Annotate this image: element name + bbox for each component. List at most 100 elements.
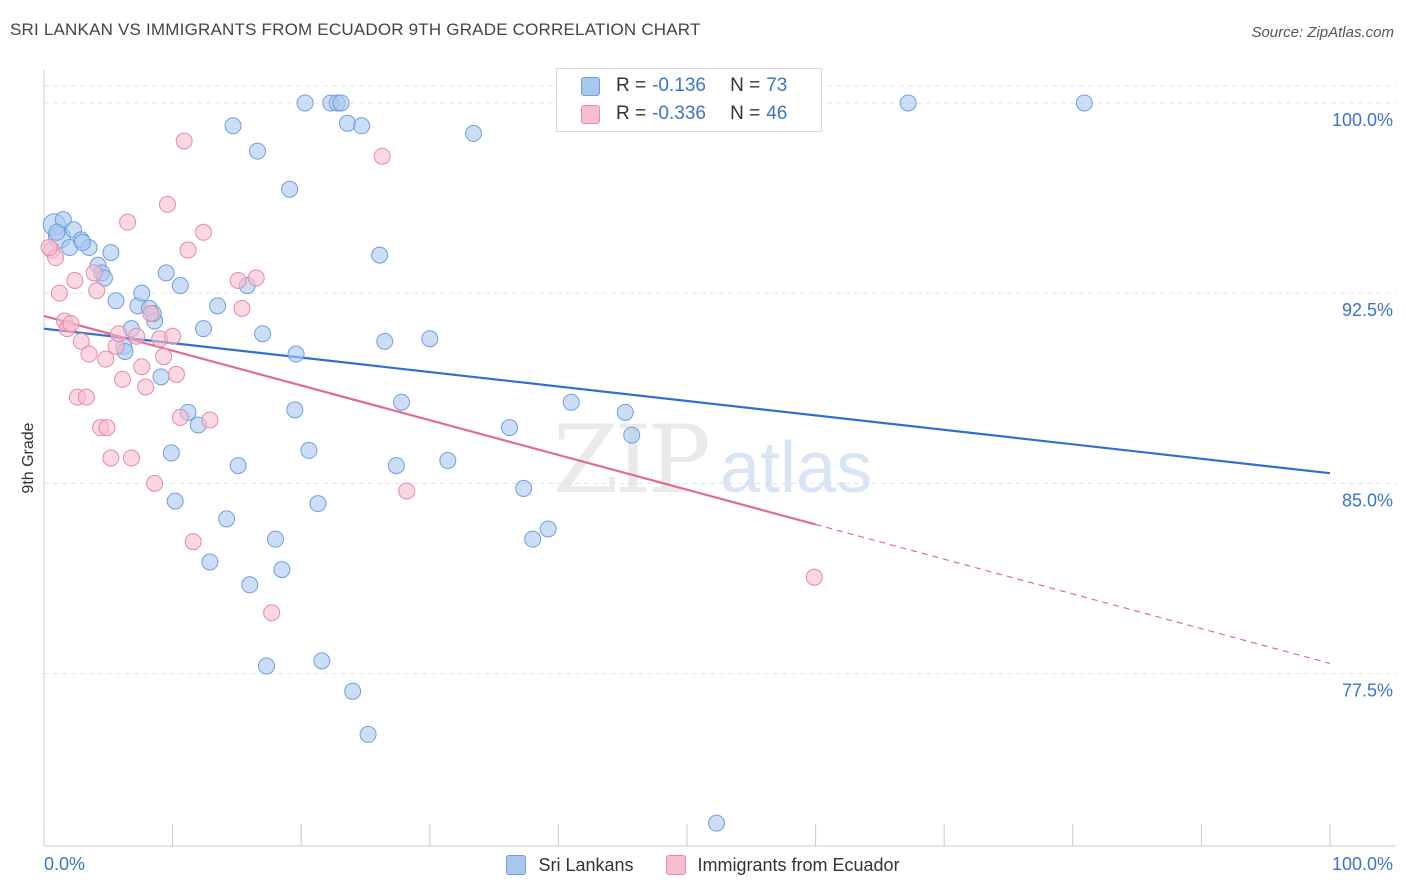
r-value: -0.336	[652, 103, 706, 124]
sri-lankan-point	[300, 441, 318, 459]
ecuador-point	[175, 132, 193, 150]
n-label: N =	[730, 103, 761, 124]
legend-swatch-blue	[506, 855, 527, 875]
ecuador-point	[142, 304, 160, 322]
n-value: 46	[766, 103, 788, 124]
sri-lankan-point	[171, 277, 189, 295]
sri-lankan-point	[229, 457, 247, 475]
r-value: -0.136	[652, 75, 706, 96]
y-tick-label: 100.0%	[1332, 110, 1393, 130]
legend-swatch-pink	[665, 855, 686, 875]
ecuador-point	[155, 348, 173, 366]
sri-lankan-point	[393, 393, 411, 411]
ecuador-point	[398, 482, 416, 500]
ecuador-point	[122, 449, 140, 467]
trend-lines	[43, 314, 1331, 664]
series-legend: Sri Lankans Immigrants from Ecuador	[0, 852, 1406, 878]
ecuador-point	[119, 213, 137, 231]
ecuador-point	[77, 388, 95, 406]
chart-title: SRI LANKAN VS IMMIGRANTS FROM ECUADOR 9T…	[10, 20, 701, 39]
sri-lankan-point	[616, 403, 634, 421]
sri-lankan-point	[286, 401, 304, 419]
n-label: N =	[730, 75, 761, 96]
watermark: ZIP atlas	[553, 406, 872, 515]
ecuador-point	[50, 284, 68, 302]
sri-lankan-point	[387, 457, 405, 475]
axes: 9th Grade	[20, 70, 1396, 847]
sri-lankan-point	[266, 530, 284, 548]
sri-lankan-point	[359, 725, 377, 743]
sri-lankan-point	[515, 479, 533, 497]
y-tick-label: 85.0%	[1342, 490, 1393, 510]
sri-lankan-point	[344, 682, 362, 700]
trend-line-solid	[43, 314, 816, 526]
legend-item-sri-lankans[interactable]: Sri Lankans	[506, 854, 634, 876]
sri-lankan-point	[623, 426, 641, 444]
x-tick-label: 100.0%	[1332, 854, 1393, 874]
sri-lankan-point	[353, 117, 371, 135]
ecuador-point	[97, 350, 115, 368]
ecuador-point	[85, 264, 103, 282]
sri-lankan-point	[74, 233, 92, 251]
ecuador-point	[102, 449, 120, 467]
ecuador-point	[233, 299, 251, 317]
sri-lankan-point	[166, 492, 184, 510]
ecuador-point	[229, 271, 247, 289]
ecuador-point	[164, 327, 182, 345]
sri-lankan-point	[273, 561, 291, 579]
sri-lankan-point	[248, 142, 266, 160]
ecuador-point	[128, 327, 146, 345]
ecuador-point	[146, 474, 164, 492]
sri-lankan-point	[102, 244, 120, 262]
ecuador-point	[72, 332, 90, 350]
legend-swatch-pink	[581, 104, 600, 124]
ecuador-point	[805, 568, 823, 586]
legend-swatch-blue	[581, 76, 600, 96]
stats-legend: R = -0.136 N = 73 R = -0.336 N = 46	[556, 68, 822, 132]
stats-legend-row-ecuador: R = -0.336 N = 46	[581, 101, 787, 127]
sri-lankan-point	[257, 657, 275, 675]
ecuador-point	[110, 325, 128, 343]
ecuador-point	[247, 269, 265, 287]
source-label: Source: ZipAtlas.com	[1251, 24, 1394, 41]
sri-lankan-point	[562, 393, 580, 411]
sri-lankan-point	[157, 264, 175, 282]
legend-item-ecuador[interactable]: Immigrants from Ecuador	[665, 854, 900, 876]
sri-lankan-point	[371, 246, 389, 264]
ecuador-point	[167, 365, 185, 383]
sri-lankan-point	[218, 510, 236, 528]
sri-lankan-point	[194, 320, 212, 338]
sri-lankan-point	[332, 94, 350, 112]
legend-label: Immigrants from Ecuador	[697, 854, 900, 875]
ecuador-point	[201, 411, 219, 429]
sri-lankan-point	[224, 117, 242, 135]
sri-lankan-point	[439, 452, 457, 470]
trend-line-solid	[43, 327, 1331, 475]
sri-lankan-point	[1075, 94, 1093, 112]
sri-lankan-point	[899, 94, 917, 112]
sri-lankan-point	[162, 444, 180, 462]
sri-lankan-point	[539, 520, 557, 538]
sri-lankan-point	[309, 495, 327, 513]
ecuador-point	[373, 147, 391, 165]
legend-label: Sri Lankans	[538, 854, 634, 875]
sri-lankan-point	[465, 124, 483, 142]
watermark-atlas: atlas	[720, 428, 872, 508]
ecuador-point	[133, 358, 151, 376]
sri-lankan-point	[152, 368, 170, 386]
ecuador-point	[171, 408, 189, 426]
ecuador-point	[80, 345, 98, 363]
ecuador-point	[137, 378, 155, 396]
r-label: R =	[616, 75, 647, 96]
sri-lankan-point	[107, 292, 125, 310]
y-tick-label: 92.5%	[1342, 300, 1393, 320]
stats-legend-row-sri-lankans: R = -0.136 N = 73	[581, 73, 787, 99]
sri-lankan-point	[338, 114, 356, 132]
sri-lankan-point	[313, 652, 331, 670]
ecuador-point	[62, 315, 80, 333]
sri-lankan-point	[296, 94, 314, 112]
sri-lankan-point	[133, 284, 151, 302]
ecuador-point	[98, 419, 116, 437]
ecuador-point	[158, 195, 176, 213]
